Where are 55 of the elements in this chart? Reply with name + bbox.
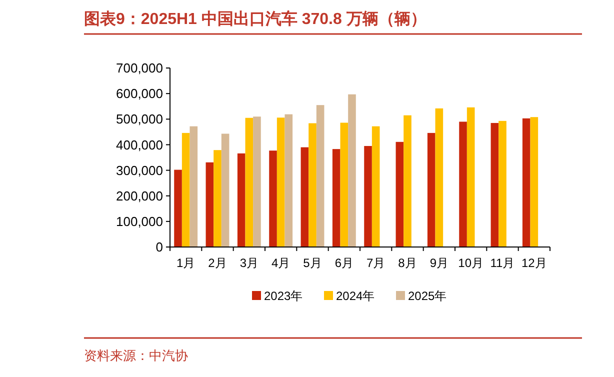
bar [237,153,246,247]
y-tick-label: 600,000 [116,86,163,102]
bar [190,126,198,247]
bar [340,122,348,247]
bar [308,123,316,247]
bar [174,170,182,247]
bar [276,118,285,247]
bar [182,132,190,247]
bar [316,105,324,247]
text: 资料来源：中汽协 [84,348,188,363]
y-tick-label: 100,000 [116,214,163,229]
legend-label: 2023年 [264,289,303,303]
x-tick-label: 3月 [240,256,259,270]
y-tick-label: 700,000 [116,60,163,76]
x-tick-label: 11月 [490,256,515,270]
legend-label: 2025年 [408,289,447,303]
bar [364,146,372,247]
y-tick-label: 0 [156,240,163,255]
bar [396,142,404,247]
x-tick-label: 5月 [303,256,322,270]
bar [427,132,436,247]
bar [459,122,467,247]
y-tick-label: 400,000 [116,137,163,152]
bar [300,147,309,247]
bar [466,107,475,247]
x-tick-label: 2月 [208,256,227,270]
bar [490,122,499,247]
bar [332,149,340,247]
bar [435,108,444,247]
x-tick-label: 9月 [430,256,449,270]
bar [221,134,230,247]
chart-title: 图表9：2025H1 中国出口汽车 370.8 万辆（辆） [84,10,426,28]
x-tick-label: 12月 [521,256,547,270]
x-tick-label: 8月 [398,256,417,270]
x-tick-label: 7月 [366,256,386,270]
bar [214,150,222,247]
bar [372,126,380,247]
legend-label: 2024年 [336,289,375,303]
y-tick-label: 200,000 [116,188,163,204]
bar [498,120,506,247]
bar [530,117,538,247]
bar [522,118,530,247]
bar [206,162,214,247]
x-tick-label: 6月 [334,256,354,270]
x-tick-label: 1月 [176,256,196,270]
y-tick-label: 500,000 [116,112,163,127]
bar [245,118,254,247]
y-tick-label: 300,000 [116,162,163,178]
x-tick-label: 4月 [271,256,290,270]
bar [404,115,412,247]
bar [253,116,261,247]
x-tick-label: 10月 [458,256,484,270]
bar [284,114,293,247]
bar [348,94,356,247]
bar [269,150,277,247]
